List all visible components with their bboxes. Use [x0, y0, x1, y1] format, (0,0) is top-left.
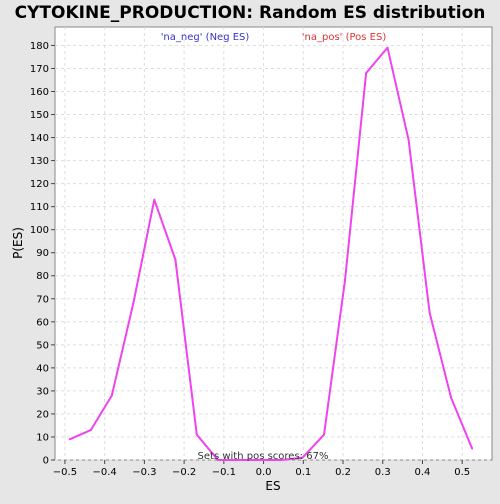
data-point: [407, 138, 410, 141]
grid: [55, 27, 492, 461]
y-tick-label: 110: [30, 202, 49, 213]
data-point: [450, 396, 453, 399]
chart-title: CYTOKINE_PRODUCTION: Random ES distribut…: [15, 3, 486, 23]
data-point: [89, 429, 92, 432]
x-tick-label: 0.2: [335, 467, 351, 478]
y-tick-label: 50: [36, 340, 49, 351]
y-tick-label: 20: [36, 409, 49, 420]
y-tick-label: 60: [36, 317, 49, 328]
data-point: [68, 438, 71, 441]
y-tick-label: 170: [30, 64, 49, 75]
axes: 0 10 20 30 40 50 60 70 80 90 100 110 120 130 140 150 160…: [30, 41, 470, 478]
y-tick-label: 160: [30, 87, 49, 98]
y-tick-label: 130: [30, 156, 49, 167]
data-point: [471, 447, 474, 450]
data-point: [301, 456, 304, 459]
data-point: [386, 46, 389, 49]
x-tick-label: −0.4: [93, 467, 117, 478]
y-tick-label: 0: [43, 456, 49, 467]
y-tick-label: 120: [30, 179, 49, 190]
y-tick-label: 100: [30, 225, 49, 236]
data-point: [153, 198, 156, 201]
x-tick-label: −0.1: [212, 467, 236, 478]
y-tick-label: 90: [36, 248, 49, 259]
legend-pos: 'na_pos' (Pos ES): [302, 32, 387, 43]
y-tick-label: 40: [36, 363, 49, 374]
y-tick-label: 80: [36, 271, 49, 282]
data-point: [132, 302, 135, 305]
data-point: [216, 459, 219, 461]
x-tick-label: 0.3: [375, 467, 391, 478]
x-tick-label: −0.2: [172, 467, 196, 478]
data-point: [344, 279, 347, 282]
y-tick-label: 140: [30, 133, 49, 144]
y-axis-label: P(ES): [11, 227, 25, 259]
pos-score-annotation: Sets with pos scores: 67%: [198, 451, 329, 462]
data-point: [110, 394, 113, 397]
y-tick-label: 30: [36, 386, 49, 397]
x-tick-label: 0.5: [454, 467, 470, 478]
x-tick-label: 0.1: [295, 467, 311, 478]
data-point: [280, 459, 283, 461]
y-tick-label: 180: [30, 41, 49, 52]
data-point: [237, 459, 240, 461]
data-point: [428, 311, 431, 314]
x-tick-label: 0.0: [256, 467, 272, 478]
series-line: [69, 46, 474, 461]
x-tick-label: −0.5: [53, 467, 77, 478]
data-point: [259, 459, 262, 461]
data-point: [195, 433, 198, 436]
x-tick-label: −0.3: [132, 467, 156, 478]
x-tick-label: 0.4: [415, 467, 431, 478]
y-tick-label: 150: [30, 110, 49, 121]
data-point: [322, 433, 325, 436]
data-point: [365, 72, 368, 75]
series-points: [68, 46, 474, 461]
x-axis-label: ES: [265, 479, 280, 493]
data-point: [174, 258, 177, 261]
y-tick-label: 70: [36, 294, 49, 305]
legend-neg: 'na_neg' (Neg ES): [161, 32, 250, 43]
y-tick-label: 10: [36, 432, 49, 443]
plot-area: [54, 26, 493, 461]
